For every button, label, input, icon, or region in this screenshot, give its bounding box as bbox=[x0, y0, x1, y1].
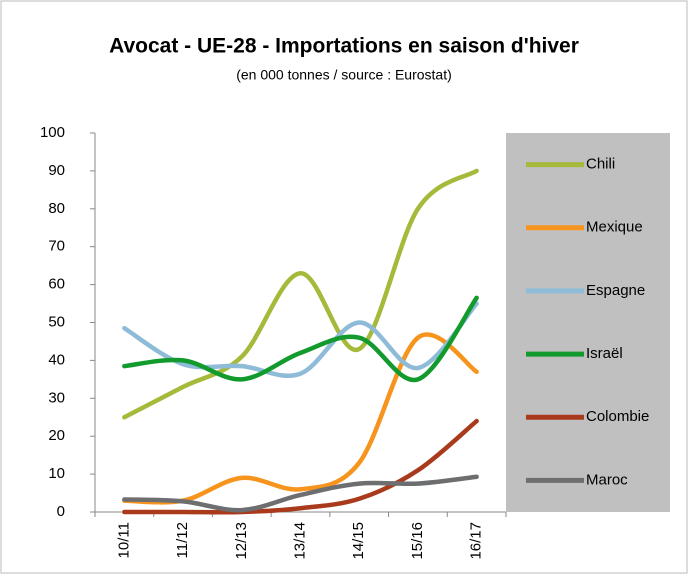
y-tick-label: 40 bbox=[48, 351, 65, 368]
x-tick-label: 11/12 bbox=[174, 522, 191, 558]
series-line bbox=[122, 295, 479, 383]
x-tick-label: 10/11 bbox=[115, 522, 132, 558]
x-tick-label: 15/16 bbox=[409, 522, 426, 560]
x-tick-label: 12/13 bbox=[233, 522, 250, 560]
legend-label: Colombie bbox=[586, 408, 649, 425]
legend-label: Maroc bbox=[586, 471, 628, 488]
y-tick-label: 50 bbox=[48, 313, 65, 330]
series-line bbox=[122, 301, 479, 379]
y-tick-label: 100 bbox=[40, 124, 65, 141]
y-tick-label: 30 bbox=[48, 389, 65, 406]
series-line bbox=[122, 418, 479, 515]
legend-label: Mexique bbox=[586, 219, 643, 236]
x-tick-label: 16/17 bbox=[468, 522, 485, 560]
series-line bbox=[122, 168, 479, 420]
y-tick-label: 90 bbox=[48, 162, 65, 179]
y-tick-label: 20 bbox=[48, 427, 65, 444]
y-tick-label: 70 bbox=[48, 238, 65, 255]
y-tick-label: 0 bbox=[57, 503, 65, 520]
legend-label: Espagne bbox=[586, 282, 645, 299]
legend-label: Chili bbox=[586, 156, 615, 173]
chart-subtitle: (en 000 tonnes / source : Eurostat) bbox=[236, 67, 452, 83]
x-tick-label: 13/14 bbox=[291, 522, 308, 560]
x-tick-label: 14/15 bbox=[350, 522, 367, 560]
chart-title: Avocat - UE-28 - Importations en saison … bbox=[109, 35, 579, 58]
legend-box bbox=[506, 133, 670, 512]
y-tick-label: 80 bbox=[48, 200, 65, 217]
series-line bbox=[122, 474, 479, 513]
legend-label: Israël bbox=[586, 345, 623, 362]
y-tick-label: 10 bbox=[48, 465, 65, 482]
y-tick-label: 60 bbox=[48, 276, 65, 293]
